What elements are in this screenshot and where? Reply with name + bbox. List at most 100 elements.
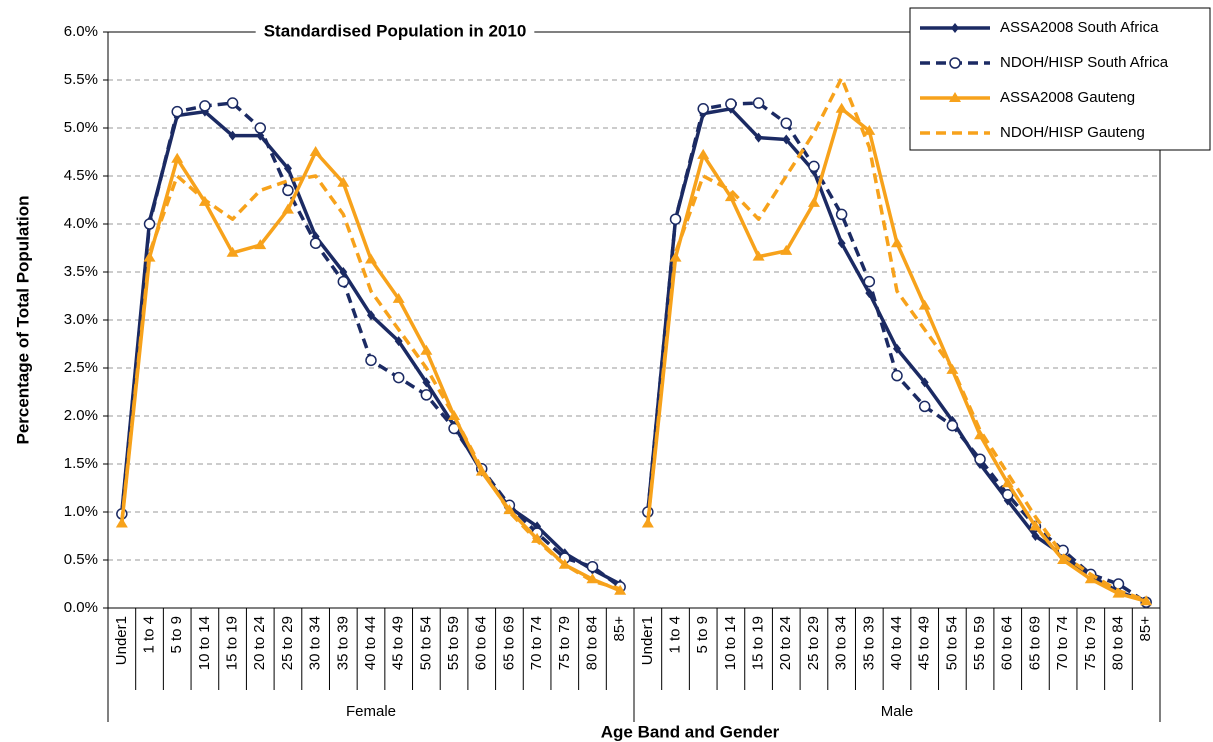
group-label: Male <box>881 703 914 720</box>
marker <box>808 160 820 173</box>
marker <box>641 517 654 528</box>
marker <box>949 92 961 102</box>
x-tick-label: 35 to 39 <box>860 616 877 670</box>
marker <box>669 251 682 262</box>
series-line <box>646 76 1147 602</box>
legend-box <box>909 7 1211 151</box>
marker <box>752 97 765 109</box>
marker <box>1029 520 1042 531</box>
x-tick-label: 50 to 54 <box>943 616 960 670</box>
x-tick-label: 35 to 39 <box>334 616 351 670</box>
marker <box>835 208 848 221</box>
series-line <box>120 109 621 586</box>
marker <box>531 532 544 543</box>
marker <box>420 389 433 401</box>
x-tick-label: 85+ <box>611 616 628 642</box>
x-tick-label: 15 to 19 <box>224 616 241 670</box>
marker <box>949 57 961 69</box>
x-tick-label: 30 to 34 <box>307 616 324 670</box>
x-tick-label: 40 to 44 <box>888 616 905 670</box>
x-tick-label: 80 to 84 <box>583 616 600 670</box>
x-tick-label: Under1 <box>639 616 656 665</box>
marker <box>448 410 461 420</box>
marker <box>422 377 431 388</box>
y-tick-label: 3.5% <box>64 263 98 280</box>
x-tick-label: 55 to 59 <box>445 616 462 670</box>
marker <box>143 251 156 262</box>
marker <box>725 98 737 110</box>
marker <box>228 130 237 141</box>
x-tick-label: 40 to 44 <box>362 616 379 670</box>
marker <box>392 292 405 303</box>
y-tick-label: 0.5% <box>64 551 98 568</box>
marker <box>586 560 599 573</box>
y-tick-label: 4.0% <box>64 215 98 232</box>
marker <box>837 238 846 249</box>
marker <box>309 146 322 156</box>
marker <box>1031 531 1040 541</box>
marker <box>254 239 267 250</box>
x-tick-label: 65 to 69 <box>1026 616 1043 670</box>
marker <box>365 253 377 264</box>
marker <box>115 517 128 528</box>
title-background <box>255 21 535 41</box>
marker <box>392 371 405 384</box>
marker <box>226 97 239 109</box>
series-line <box>120 174 621 591</box>
y-tick-label: 1.5% <box>64 455 98 472</box>
marker <box>282 184 294 197</box>
x-tick-label: 75 to 79 <box>1082 616 1099 670</box>
x-tick-label: 10 to 14 <box>722 616 739 670</box>
marker <box>367 310 375 321</box>
marker <box>420 344 433 355</box>
marker <box>697 148 710 159</box>
x-tick-label: 1 to 4 <box>140 616 157 654</box>
marker <box>143 218 156 230</box>
marker <box>1001 488 1014 501</box>
x-tick-label: 70 to 74 <box>528 616 545 670</box>
marker <box>724 191 737 202</box>
marker <box>281 203 294 214</box>
x-tick-label: 85+ <box>1137 616 1154 642</box>
x-axis-label: Age Band and Gender <box>601 722 780 741</box>
series-line <box>120 150 621 593</box>
x-tick-label: 20 to 24 <box>251 616 268 670</box>
marker <box>199 100 211 112</box>
marker <box>339 267 348 277</box>
marker <box>863 275 876 288</box>
x-tick-label: 25 to 29 <box>279 616 296 670</box>
marker <box>337 275 350 288</box>
marker <box>337 176 350 187</box>
y-tick-label: 6.0% <box>64 23 98 40</box>
marker <box>835 102 848 113</box>
y-tick-label: 3.0% <box>64 311 98 328</box>
marker <box>782 134 791 145</box>
marker <box>614 584 627 595</box>
marker <box>309 237 322 249</box>
marker <box>226 246 239 257</box>
x-tick-label: 70 to 74 <box>1054 616 1071 670</box>
marker <box>171 105 183 118</box>
legend-label: ASSA2008 Gauteng <box>1000 89 1135 106</box>
marker <box>1112 578 1125 590</box>
group-label: Female <box>346 703 396 720</box>
marker <box>365 354 377 367</box>
x-tick-label: 75 to 79 <box>556 616 573 670</box>
x-tick-label: 15 to 19 <box>750 616 767 670</box>
marker <box>394 336 403 347</box>
marker <box>780 244 793 255</box>
y-tick-label: 2.0% <box>64 407 98 424</box>
marker <box>475 465 488 476</box>
x-tick-label: 10 to 14 <box>196 616 213 670</box>
marker <box>918 400 931 413</box>
marker <box>1057 554 1070 564</box>
marker <box>669 213 682 225</box>
y-tick-label: 4.5% <box>64 167 98 184</box>
x-tick-label: 50 to 54 <box>417 616 434 670</box>
marker <box>1001 477 1014 488</box>
marker <box>918 299 931 310</box>
x-tick-label: 5 to 9 <box>694 616 711 654</box>
y-tick-label: 5.5% <box>64 71 98 88</box>
y-tick-label: 0.0% <box>64 599 98 616</box>
